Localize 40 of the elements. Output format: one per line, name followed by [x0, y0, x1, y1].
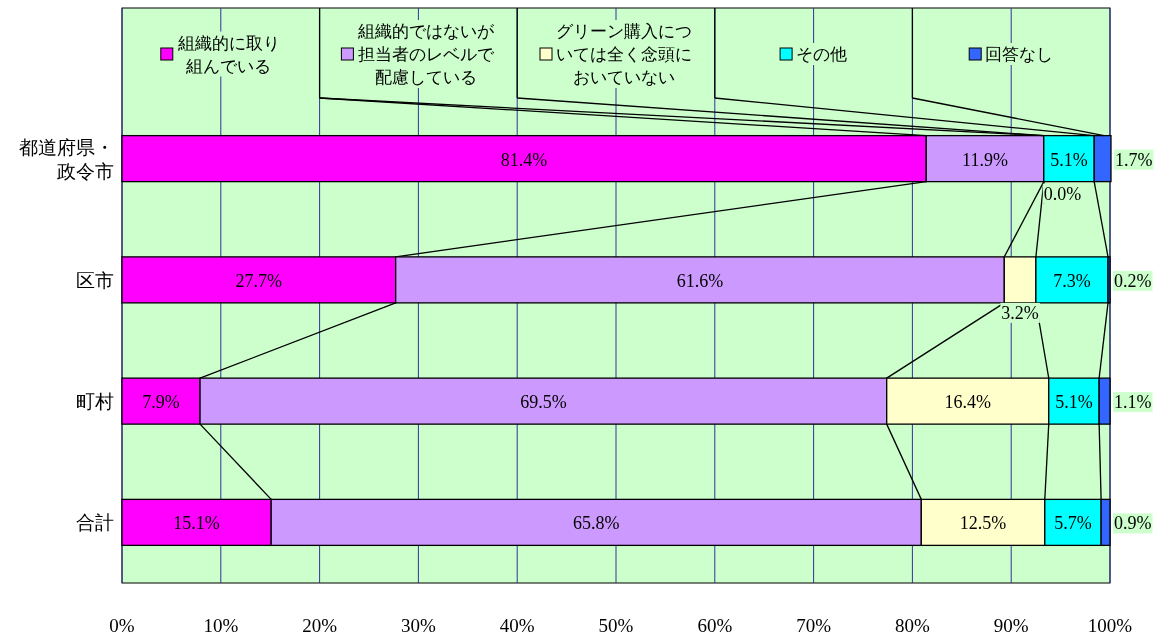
x-tick-label: 100%	[1087, 615, 1133, 635]
x-tick-label: 90%	[993, 615, 1029, 635]
y-tick-label: 区市	[76, 268, 114, 291]
x-tick-label: 0%	[109, 615, 135, 635]
data-label: 7.9%	[142, 392, 180, 413]
x-tick-label: 50%	[598, 615, 634, 635]
data-label: 3.2%	[1001, 302, 1039, 323]
data-label: 7.3%	[1053, 270, 1091, 291]
data-label: 12.5%	[959, 513, 1007, 534]
legend-label: グリーン購入については全く念頭においていない	[556, 21, 692, 87]
x-tick-label: 30%	[400, 615, 436, 635]
data-label: 0.9%	[1114, 513, 1152, 534]
x-tick-label: 60%	[697, 615, 733, 635]
data-label: 0.2%	[1114, 270, 1152, 291]
x-tick-label: 10%	[203, 615, 239, 635]
data-label: 69.5%	[520, 392, 567, 413]
data-label: 5.1%	[1055, 392, 1093, 413]
x-tick-label: 70%	[796, 615, 832, 635]
data-label: 15.1%	[173, 513, 220, 534]
x-tick-label: 40%	[499, 615, 535, 635]
data-label: 0.0%	[1043, 183, 1082, 204]
y-tick-label: 町村	[76, 390, 114, 413]
legend-label: 組織的ではないが担当者のレベルで配慮している	[357, 21, 496, 87]
y-tick-label: 合計	[76, 511, 114, 534]
legend-label: 回答なし	[985, 44, 1054, 64]
legend-label: その他	[796, 44, 848, 64]
data-label: 1.7%	[1114, 149, 1153, 170]
data-label: 5.7%	[1054, 513, 1092, 534]
data-label: 11.9%	[962, 149, 1008, 170]
x-tick-label: 80%	[894, 615, 930, 635]
data-label: 61.6%	[676, 270, 724, 291]
data-label: 65.8%	[572, 513, 620, 534]
data-label: 27.7%	[235, 270, 283, 291]
data-label: 16.4%	[944, 392, 991, 413]
data-label: 81.4%	[500, 149, 548, 170]
data-label: 1.1%	[1114, 392, 1152, 413]
x-tick-label: 20%	[302, 615, 338, 635]
y-tick-label: 都道府県・政令市	[19, 135, 114, 182]
legend-label: 組織的に取り組んでいる	[176, 32, 280, 76]
data-label: 5.1%	[1050, 149, 1088, 170]
